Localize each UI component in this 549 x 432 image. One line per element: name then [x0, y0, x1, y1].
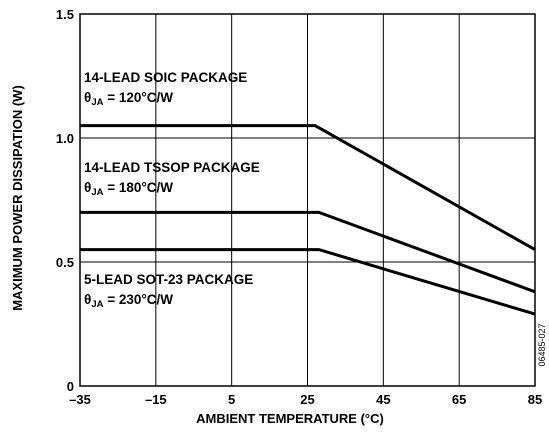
- package-label-1: 14-LEAD SOIC PACKAGE: [84, 70, 247, 85]
- x-tick-label: 5: [228, 392, 235, 407]
- y-tick-label: 1.5: [56, 7, 74, 22]
- grid-lines: [80, 14, 535, 386]
- y-tick-labels: 0 0.5 1.0 1.5: [56, 7, 74, 394]
- package-label-3: 5-LEAD SOT-23 PACKAGE: [84, 272, 253, 287]
- plot-frame: [79, 13, 536, 387]
- x-tick-label: 45: [376, 392, 390, 407]
- thermal-resistance-label-3: θJA = 230°C/W: [84, 292, 173, 310]
- thermal-resistance-label-1: θJA = 120°C/W: [84, 90, 173, 108]
- series-lines: [80, 124, 536, 316]
- series-line-1: [80, 124, 536, 251]
- x-axis-title: AMBIENT TEMPERATURE (°C): [196, 411, 384, 426]
- y-tick-label: 0.5: [56, 255, 74, 270]
- x-tick-label: 25: [300, 392, 314, 407]
- x-tick-label: 65: [452, 392, 466, 407]
- x-tick-label: –15: [145, 392, 167, 407]
- thermal-resistance-label-2: θJA = 180°C/W: [84, 180, 173, 198]
- y-tick-label: 1.0: [56, 131, 74, 146]
- figure-code: 06485-027: [537, 323, 547, 366]
- package-label-2: 14-LEAD TSSOP PACKAGE: [84, 160, 260, 175]
- series-annotations: 14-LEAD SOIC PACKAGE θJA = 120°C/W 14-LEAD…: [84, 70, 260, 310]
- series-line-3: [80, 248, 536, 316]
- series-line-2: [80, 210, 536, 294]
- x-tick-labels: –35 –15 5 25 45 65 85: [69, 392, 542, 407]
- x-tick-label: 85: [528, 392, 542, 407]
- y-tick-label: 0: [67, 379, 74, 394]
- x-tick-label: –35: [69, 392, 91, 407]
- y-axis-title: MAXIMUM POWER DISSIPATION (W): [10, 85, 25, 311]
